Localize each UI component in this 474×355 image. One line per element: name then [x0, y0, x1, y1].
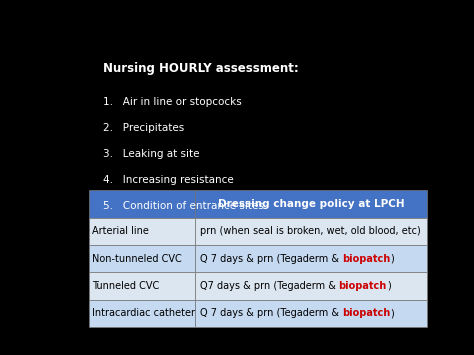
Bar — [195, 272, 427, 300]
Text: Dressing change policy at LPCH: Dressing change policy at LPCH — [218, 199, 404, 209]
Bar — [195, 218, 427, 245]
Bar — [89, 190, 195, 218]
Text: Q 7 days & prn (Tegaderm &: Q 7 days & prn (Tegaderm & — [200, 308, 342, 318]
Bar — [195, 190, 427, 218]
Text: Intracardiac catheter: Intracardiac catheter — [92, 308, 195, 318]
Bar — [89, 300, 195, 327]
Text: ): ) — [390, 253, 394, 263]
Text: 5.   Condition of entrance sites: 5. Condition of entrance sites — [103, 201, 264, 211]
Text: 3.   Leaking at site: 3. Leaking at site — [103, 149, 200, 159]
Text: ): ) — [390, 308, 394, 318]
Text: 1.   Air in line or stopcocks: 1. Air in line or stopcocks — [103, 97, 242, 107]
Text: biopatch: biopatch — [338, 281, 387, 291]
Text: 2.   Precipitates: 2. Precipitates — [103, 123, 184, 133]
Bar — [195, 245, 427, 272]
Bar — [89, 218, 195, 245]
Text: biopatch: biopatch — [342, 253, 390, 263]
Text: 4.   Increasing resistance: 4. Increasing resistance — [103, 175, 234, 185]
Text: ): ) — [387, 281, 391, 291]
Text: Q7 days & prn (Tegaderm &: Q7 days & prn (Tegaderm & — [200, 281, 338, 291]
Text: prn (when seal is broken, wet, old blood, etc): prn (when seal is broken, wet, old blood… — [200, 226, 420, 236]
Bar — [89, 245, 195, 272]
Text: Q 7 days & prn (Tegaderm &: Q 7 days & prn (Tegaderm & — [200, 253, 342, 263]
Bar — [195, 300, 427, 327]
Bar — [89, 272, 195, 300]
Text: Nursing HOURLY assessment:: Nursing HOURLY assessment: — [103, 62, 299, 75]
Text: biopatch: biopatch — [342, 308, 390, 318]
Text: Arterial line: Arterial line — [92, 226, 149, 236]
Text: Non-tunneled CVC: Non-tunneled CVC — [92, 253, 182, 263]
Text: Tunneled CVC: Tunneled CVC — [92, 281, 160, 291]
